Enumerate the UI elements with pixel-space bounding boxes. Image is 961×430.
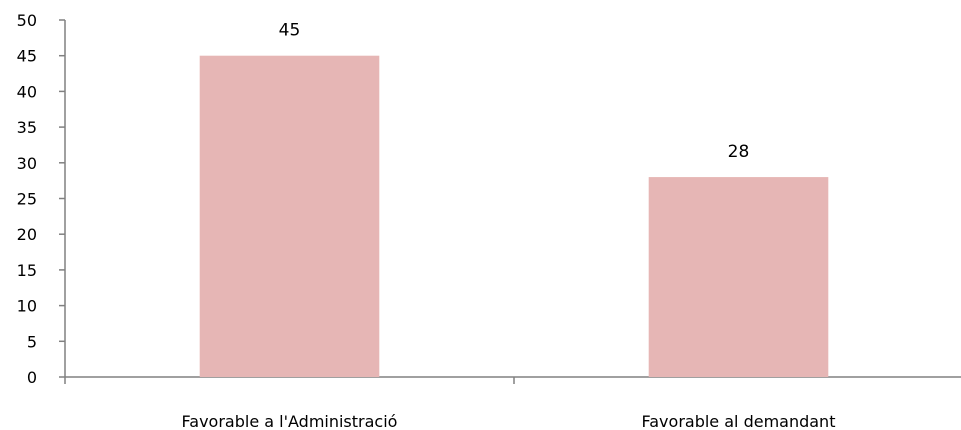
y-axis: 0 5 10 15 20 25 30 35 40 45 50 — [17, 11, 66, 387]
y-tick-label: 10 — [17, 297, 37, 316]
y-tick-label: 15 — [17, 261, 37, 280]
bar — [648, 177, 829, 377]
y-tick-label: 35 — [17, 118, 37, 137]
bar-value-label: 28 — [728, 142, 750, 162]
y-tick-label: 40 — [17, 82, 37, 101]
y-tick-label: 25 — [17, 190, 37, 209]
y-tick-label: 0 — [27, 368, 37, 387]
y-tick-label: 5 — [27, 332, 37, 351]
x-category-label: Favorable al demandant — [642, 412, 836, 430]
data-labels: 45 28 — [279, 21, 750, 162]
x-axis: Favorable a l'Administració Favorable al … — [64, 376, 961, 430]
bar — [199, 55, 380, 377]
y-tick-label: 30 — [17, 154, 37, 173]
y-tick-label: 45 — [17, 47, 37, 66]
y-tick-label: 20 — [17, 225, 37, 244]
bar-value-label: 45 — [279, 21, 301, 41]
x-category-label: Favorable a l'Administració — [182, 412, 398, 430]
y-tick-label: 50 — [17, 11, 37, 30]
bars — [199, 55, 829, 377]
